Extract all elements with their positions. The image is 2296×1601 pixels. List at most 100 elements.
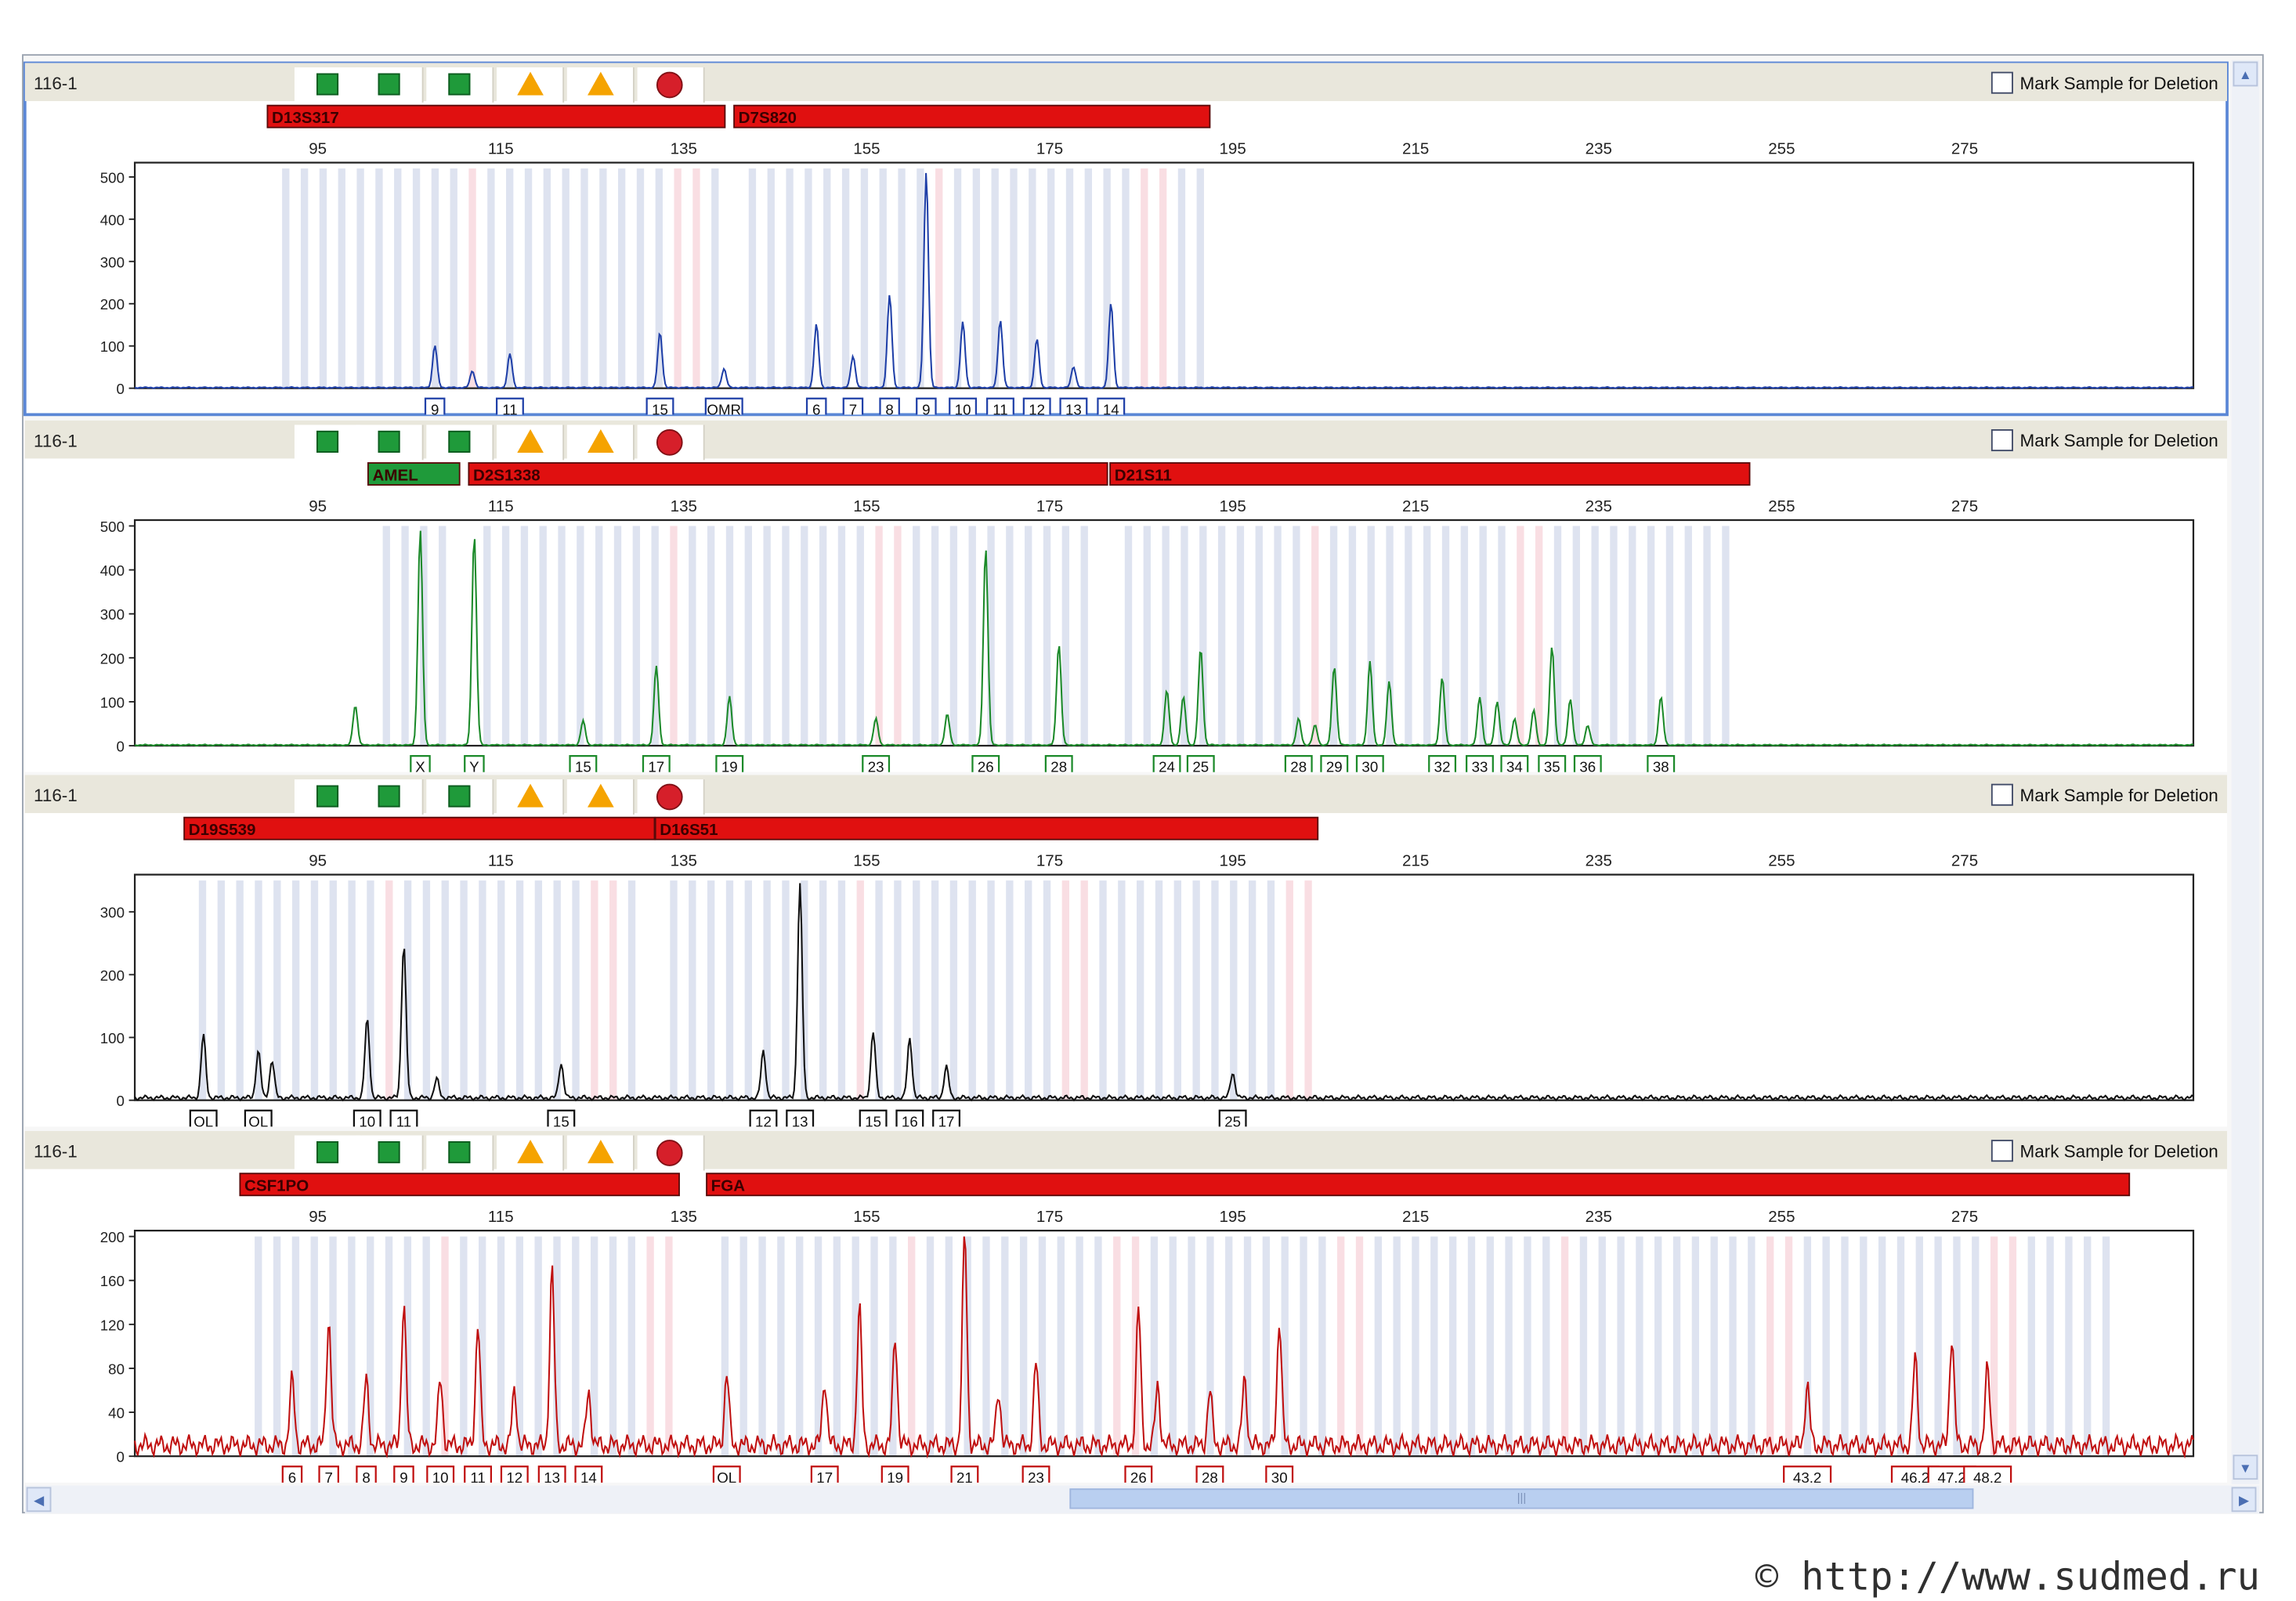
allele-call-box[interactable] (1320, 755, 1349, 772)
toolbar-button[interactable] (566, 67, 635, 103)
allele-call[interactable]: Y (464, 755, 485, 772)
allele-call[interactable]: 36 (1573, 755, 1602, 772)
locus-bar-fga[interactable]: FGA (706, 1173, 2131, 1197)
toolbar-button[interactable] (426, 1135, 494, 1171)
allele-call-box[interactable] (1466, 755, 1494, 772)
allele-call-box[interactable] (569, 755, 598, 772)
locus-bar-box[interactable] (266, 104, 726, 128)
allele-call-box[interactable] (1218, 1109, 1247, 1127)
allele-call[interactable]: 17 (810, 1465, 839, 1483)
allele-call[interactable]: 25 (1186, 755, 1215, 772)
mark-sample-control[interactable]: Mark Sample for Deletion (1990, 784, 2218, 807)
allele-call-box[interactable] (1124, 1465, 1153, 1483)
allele-call-box[interactable] (712, 1465, 741, 1483)
allele-call[interactable]: 6 (805, 397, 827, 415)
dye-panel-blue[interactable]: 116-1 Mark Sample for Deletion D13S317 D7S8… (23, 61, 2229, 417)
allele-call-box[interactable] (916, 397, 937, 415)
toolbar-button[interactable] (497, 1135, 565, 1171)
allele-call[interactable]: 8 (879, 397, 900, 415)
allele-call[interactable]: 13 (537, 1465, 566, 1483)
allele-call-box[interactable] (859, 1109, 888, 1127)
toolbar-button[interactable] (356, 1135, 424, 1171)
locus-bar-box[interactable] (1109, 462, 1751, 486)
allele-call-box[interactable] (1195, 1465, 1224, 1483)
allele-call-box[interactable] (189, 1109, 218, 1127)
allele-call[interactable]: 11 (986, 397, 1014, 415)
allele-call[interactable]: 28 (1195, 1465, 1224, 1483)
mark-for-deletion-checkbox[interactable] (1990, 429, 2013, 452)
allele-call-box[interactable] (1783, 1465, 1832, 1483)
allele-call-box[interactable] (810, 1465, 839, 1483)
allele-call-box[interactable] (353, 1109, 381, 1127)
allele-call-box[interactable] (537, 1465, 566, 1483)
allele-call[interactable]: 19 (715, 755, 744, 772)
toolbar-button[interactable] (294, 67, 362, 103)
toolbar-button[interactable] (294, 779, 362, 815)
allele-call[interactable]: 25 (1218, 1109, 1247, 1127)
allele-call[interactable]: 15 (859, 1109, 888, 1127)
locus-bar-d13s317[interactable]: D13S317 (266, 104, 726, 128)
allele-call-box[interactable] (1573, 755, 1602, 772)
allele-call-box[interactable] (879, 397, 900, 415)
mark-for-deletion-checkbox[interactable] (1990, 784, 2013, 807)
allele-call-box[interactable] (1059, 397, 1088, 415)
allele-call[interactable]: 17 (642, 755, 671, 772)
allele-call-box[interactable] (464, 1465, 493, 1483)
toolbar-button[interactable] (637, 425, 705, 461)
allele-call[interactable]: OL (189, 1109, 218, 1127)
allele-call[interactable]: 15 (547, 1109, 576, 1127)
allele-call[interactable]: 21 (950, 1465, 979, 1483)
mark-for-deletion-checkbox[interactable] (1990, 72, 2013, 95)
allele-call[interactable]: 14 (574, 1465, 603, 1483)
scroll-right-icon[interactable]: ▶ (2231, 1487, 2257, 1512)
allele-call[interactable]: 10 (353, 1109, 381, 1127)
allele-call-box[interactable] (464, 755, 485, 772)
toolbar-button[interactable] (356, 67, 424, 103)
allele-call-box[interactable] (547, 1109, 576, 1127)
allele-call-box[interactable] (424, 397, 446, 415)
allele-call-box[interactable] (1428, 755, 1457, 772)
allele-call[interactable]: 12 (749, 1109, 778, 1127)
allele-call-box[interactable] (1097, 397, 1126, 415)
toolbar-button[interactable] (566, 1135, 635, 1171)
allele-call[interactable]: OMR (704, 397, 743, 415)
allele-call[interactable]: 9 (424, 397, 446, 415)
allele-call[interactable]: 38 (1647, 755, 1676, 772)
allele-call[interactable]: 9 (393, 1465, 414, 1483)
allele-call-box[interactable] (715, 755, 744, 772)
allele-call-box[interactable] (949, 397, 978, 415)
allele-call-box[interactable] (281, 1465, 303, 1483)
toolbar-button[interactable] (497, 779, 565, 815)
allele-call[interactable]: 30 (1265, 1465, 1294, 1483)
allele-call-box[interactable] (645, 397, 674, 415)
allele-call-box[interactable] (1355, 755, 1384, 772)
allele-call[interactable]: 23 (1021, 1465, 1050, 1483)
toolbar-button[interactable] (637, 779, 705, 815)
allele-call[interactable]: 15 (645, 397, 674, 415)
allele-call-box[interactable] (880, 1465, 909, 1483)
allele-call-box[interactable] (574, 1465, 603, 1483)
allele-call[interactable]: 28 (1044, 755, 1073, 772)
allele-call-box[interactable] (500, 1465, 529, 1483)
allele-call-box[interactable] (842, 397, 864, 415)
allele-call[interactable]: 12 (1022, 397, 1051, 415)
allele-call[interactable]: 23 (862, 755, 891, 772)
allele-call[interactable]: 19 (880, 1465, 909, 1483)
allele-call-box[interactable] (393, 1465, 414, 1483)
allele-call[interactable]: 43.2 (1783, 1465, 1832, 1483)
locus-bar-amel[interactable]: AMEL (367, 462, 461, 486)
allele-call[interactable]: 13 (1059, 397, 1088, 415)
mark-sample-control[interactable]: Mark Sample for Deletion (1990, 1140, 2218, 1162)
dye-panel-black[interactable]: 116-1 Mark Sample for Deletion D19S539 D16S… (24, 775, 2228, 1127)
allele-call-box[interactable] (786, 1109, 815, 1127)
allele-call-box[interactable] (862, 755, 891, 772)
allele-call-box[interactable] (1044, 755, 1073, 772)
allele-call[interactable]: 29 (1320, 755, 1349, 772)
allele-call[interactable]: 10 (426, 1465, 455, 1483)
allele-call-box[interactable] (495, 397, 524, 415)
scrollbar-thumb[interactable]: ||| (1069, 1488, 1974, 1509)
allele-call[interactable]: 12 (500, 1465, 529, 1483)
scroll-up-icon[interactable]: ▲ (2233, 61, 2258, 87)
allele-call[interactable]: 26 (971, 755, 1000, 772)
allele-call[interactable]: 11 (495, 397, 524, 415)
